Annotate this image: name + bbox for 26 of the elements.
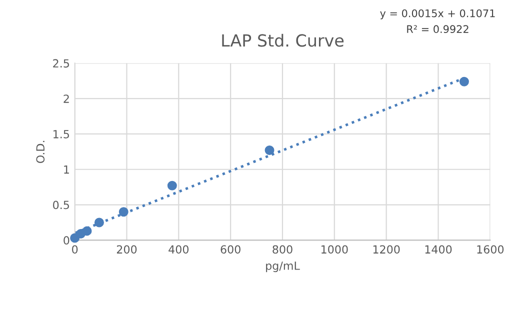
x-tick-label: 200	[116, 245, 137, 254]
point	[94, 218, 104, 228]
x-tick-label: 1600	[477, 245, 504, 254]
point	[264, 146, 274, 156]
x-tick-label: 1200	[373, 245, 400, 254]
text: R² = 0.9922	[407, 25, 468, 34]
y-tick-label: 0	[64, 236, 70, 245]
y-tick-label: 2.5	[53, 59, 69, 68]
point	[167, 180, 177, 190]
x-tick-label: 1400	[425, 245, 452, 254]
x-tick-label: 800	[272, 245, 292, 254]
y-axis-title: O.D.	[36, 140, 45, 164]
point	[459, 76, 469, 86]
x-tick-label: 600	[220, 245, 240, 254]
point	[118, 207, 128, 217]
y-tick-label: 2	[64, 94, 69, 103]
y-tick-label: 0.5	[53, 200, 69, 210]
y-tick-label: 1.5	[54, 130, 69, 138]
point	[82, 226, 92, 236]
y-tick-label: 1	[64, 165, 69, 174]
text: y = 0.0015x + 0.1071	[380, 9, 495, 20]
chart-title: LAP Std. Curve	[222, 34, 344, 47]
x-axis-title: pg/mL	[266, 262, 300, 272]
x-tick-label: 400	[168, 245, 189, 254]
x-tick-label: 1000	[321, 245, 348, 254]
x-tick-label: 0	[72, 245, 78, 254]
